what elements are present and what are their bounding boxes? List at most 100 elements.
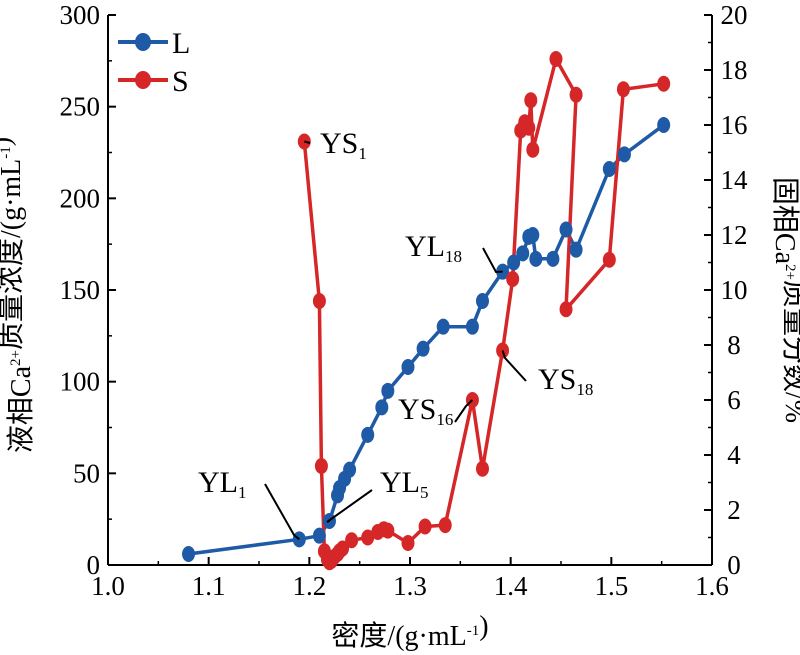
legend-marker-L — [135, 33, 151, 51]
y-right-tick-label: 4 — [727, 440, 741, 470]
annotation-label: YS — [538, 363, 576, 396]
data-point-S — [312, 293, 326, 309]
axis-title-part: 密度/(g·mL — [331, 620, 466, 652]
data-point-L — [465, 318, 479, 335]
y-left-tick-label: 100 — [60, 367, 101, 397]
data-point-S — [314, 458, 328, 474]
annotation-yl18: YL18 — [405, 230, 462, 266]
axis-title-part: 质量浓度/(g·mL — [0, 159, 27, 350]
annotation-label: YS — [398, 393, 436, 426]
x-tick-label: 1.6 — [695, 571, 729, 601]
annotation-subscript: 5 — [420, 483, 429, 502]
annotation-leader — [326, 489, 373, 523]
data-point-L — [559, 221, 573, 238]
annotation-label: YL — [198, 466, 238, 499]
data-point-L — [507, 254, 521, 271]
data-point-S — [569, 86, 583, 103]
data-point-L — [416, 340, 430, 357]
data-point-S — [549, 51, 563, 67]
x-tick-label: 1.1 — [192, 571, 226, 601]
x-axis-title: 密度/(g·mL-1) — [331, 611, 488, 652]
axis-title-sup: -1 — [0, 146, 14, 159]
data-point-L — [617, 146, 631, 163]
data-point-S — [361, 529, 375, 546]
data-point-L — [343, 461, 357, 478]
legend: LS — [118, 27, 190, 98]
x-tick-label: 1.3 — [393, 571, 427, 601]
annotation-subscript: 1 — [238, 483, 247, 502]
data-point-L — [401, 359, 415, 375]
annotation-subscript: 1 — [358, 144, 367, 163]
data-point-S — [524, 92, 538, 109]
y-right-tick-label: 12 — [721, 220, 748, 250]
y-right-tick-label: 2 — [727, 495, 741, 525]
data-point-S — [522, 119, 536, 136]
y-right-tick-label: 20 — [721, 0, 748, 30]
annotation-ys16: YS16 — [398, 393, 453, 429]
data-point-L — [375, 399, 389, 416]
data-point-L — [361, 426, 375, 443]
data-point-L — [569, 241, 583, 258]
y-right-axis-title: 固相Ca2+质量分数/% — [769, 177, 800, 423]
annotation-leader — [482, 247, 503, 274]
legend-label-S: S — [172, 65, 189, 98]
data-point-L — [516, 245, 530, 262]
axis-title-part: 固相Ca — [769, 177, 800, 265]
legend-label-L: L — [172, 27, 190, 60]
annotation-label: YL — [380, 466, 420, 499]
data-point-S — [616, 81, 630, 98]
y-right-tick-label: 0 — [727, 550, 741, 580]
y-right-tick-label: 8 — [727, 330, 741, 360]
y-right-tick-label: 16 — [721, 110, 748, 140]
data-point-S — [336, 540, 350, 557]
annotation-yl5: YL5 — [380, 466, 429, 502]
x-tick-label: 1.2 — [292, 571, 326, 601]
y-right-tick-label: 18 — [721, 55, 748, 85]
y-left-tick-label: 300 — [60, 0, 101, 30]
legend-marker-S — [135, 71, 151, 89]
annotation-subscript: 16 — [436, 410, 453, 429]
y-left-tick-label: 0 — [87, 550, 101, 580]
annotation-leader — [454, 399, 474, 423]
y-left-tick-label: 250 — [60, 92, 101, 122]
data-point-S — [559, 301, 573, 318]
data-point-S — [602, 251, 616, 268]
y-right-tick-label: 6 — [727, 385, 741, 415]
data-point-L — [475, 293, 489, 309]
axis-title-part: 质量分数/% — [779, 280, 800, 423]
y-left-axis-title: 液相Ca2+质量浓度/(g·mL-1) — [0, 137, 37, 453]
axis-title-part: 液相Ca — [5, 365, 37, 453]
y-right-tick-label: 10 — [721, 275, 748, 305]
axis-title-part: ) — [0, 137, 17, 146]
data-point-L — [657, 117, 671, 133]
data-point-S — [475, 460, 489, 477]
data-point-L — [546, 250, 560, 267]
data-point-S — [438, 517, 452, 534]
data-point-L — [602, 161, 616, 177]
annotation-ys1: YS1 — [320, 127, 367, 163]
data-point-S — [381, 522, 395, 539]
data-point-S — [657, 75, 671, 92]
y-right-tick-label: 14 — [721, 165, 749, 195]
annotation-subscript: 18 — [576, 380, 593, 399]
data-point-L — [381, 382, 395, 399]
annotation-label: YL — [405, 230, 445, 263]
axis-title-sup: 2+ — [782, 264, 798, 280]
series-markers — [182, 51, 671, 571]
data-point-S — [345, 532, 359, 549]
data-point-S — [418, 518, 432, 535]
data-point-S — [506, 271, 520, 287]
annotation-label: YS — [320, 127, 358, 160]
data-point-L — [312, 527, 326, 544]
y-left-tick-label: 200 — [60, 183, 101, 213]
annotation-subscript: 18 — [445, 247, 462, 266]
annotation-leader — [501, 350, 527, 382]
y-left-tick-label: 150 — [60, 275, 101, 305]
x-tick-label: 1.0 — [91, 571, 125, 601]
data-point-S — [526, 141, 540, 158]
annotation-yl1: YL1 — [198, 466, 247, 502]
annotation-ys18: YS18 — [538, 363, 593, 399]
data-point-L — [526, 227, 540, 243]
x-tick-label: 1.4 — [494, 571, 528, 601]
